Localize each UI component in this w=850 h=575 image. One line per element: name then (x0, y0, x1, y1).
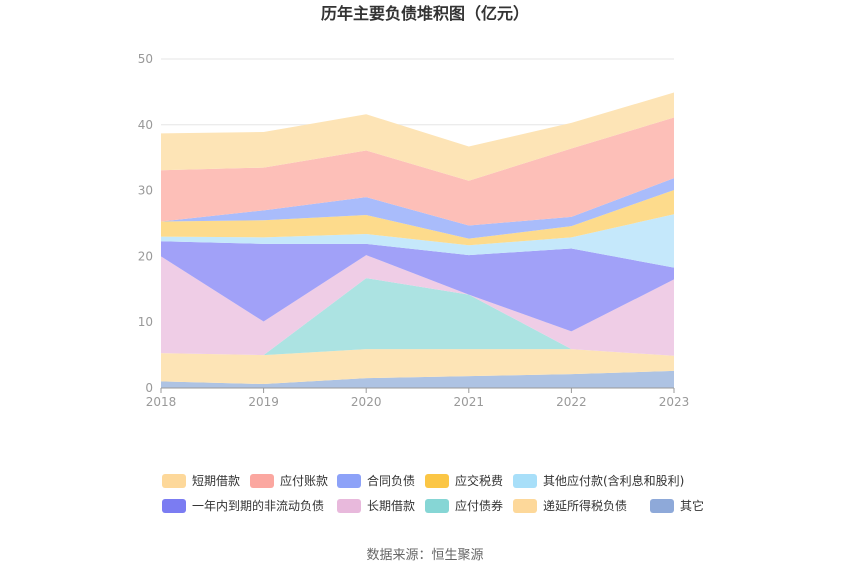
chart-title: 历年主要负债堆积图（亿元） (321, 4, 529, 23)
legend-swatch (513, 499, 537, 513)
legend-swatch (337, 499, 361, 513)
y-tick-label: 40 (138, 118, 153, 132)
legend-swatch (425, 499, 449, 513)
legend-item[interactable]: 递延所得税负债 (513, 498, 627, 513)
x-tick-label: 2020 (351, 395, 382, 409)
legend-label: 应交税费 (455, 473, 503, 488)
legend-label: 其它 (680, 498, 704, 513)
area-series-1 (161, 349, 674, 385)
area-series-5 (161, 214, 674, 268)
axes: 0 10 20 30 40 50 2018 2019 2020 2021 2022 2023 (138, 52, 690, 409)
area-series-6 (161, 189, 674, 246)
area-series (161, 92, 674, 388)
legend-item[interactable]: 短期借款 (162, 474, 240, 488)
x-tick-label: 2021 (454, 395, 485, 409)
y-tick-label: 50 (138, 52, 153, 66)
legend-label: 一年内到期的非流动负债 (192, 498, 324, 513)
area-series-0 (161, 370, 674, 388)
area-series-4 (161, 241, 674, 332)
legend-item[interactable]: 合同负债 (337, 473, 415, 488)
legend-item[interactable]: 其他应付款(含利息和股利) (513, 473, 684, 488)
x-tick-label: 2023 (659, 395, 690, 409)
area-series-3 (161, 255, 674, 356)
legend-label: 应付账款 (280, 473, 328, 488)
legend-item[interactable]: 应付账款 (250, 473, 328, 488)
legend-item[interactable]: 一年内到期的非流动负债 (162, 498, 324, 513)
y-tick-label: 0 (145, 381, 153, 395)
area-series-8 (161, 117, 674, 226)
legend-swatch (250, 474, 274, 488)
legend-label: 其他应付款(含利息和股利) (543, 473, 684, 488)
legend-label: 短期借款 (192, 474, 240, 488)
area-series-2 (161, 278, 674, 356)
y-tick-label: 30 (138, 184, 153, 198)
legend-label: 应付债券 (455, 498, 503, 513)
x-tick-label: 2022 (556, 395, 587, 409)
legend-swatch (337, 474, 361, 488)
legend-label: 合同负债 (367, 473, 415, 488)
legend-swatch (162, 499, 186, 513)
y-tick-label: 10 (138, 315, 153, 329)
legend-item[interactable]: 其它 (650, 498, 704, 513)
legend-swatch (425, 474, 449, 488)
source-note: 数据来源：恒生聚源 (366, 548, 483, 563)
area-series-7 (161, 178, 674, 239)
x-tick-label: 2018 (146, 395, 177, 409)
legend-item[interactable]: 应交税费 (425, 473, 503, 488)
legend-swatch (513, 474, 537, 488)
legend: 短期借款 应付账款 合同负债 应交税费 其他应付款(含利息和股利) 一年内到期的非流动负债… (162, 473, 704, 513)
legend-label: 长期借款 (367, 499, 415, 513)
legend-item[interactable]: 应付债券 (425, 498, 503, 513)
y-tick-label: 20 (138, 249, 153, 263)
legend-swatch (650, 499, 674, 513)
area-series-9 (161, 92, 674, 181)
legend-swatch (162, 474, 186, 488)
x-tick-label: 2019 (248, 395, 279, 409)
legend-item[interactable]: 长期借款 (337, 499, 415, 513)
legend-label: 递延所得税负债 (543, 498, 627, 513)
